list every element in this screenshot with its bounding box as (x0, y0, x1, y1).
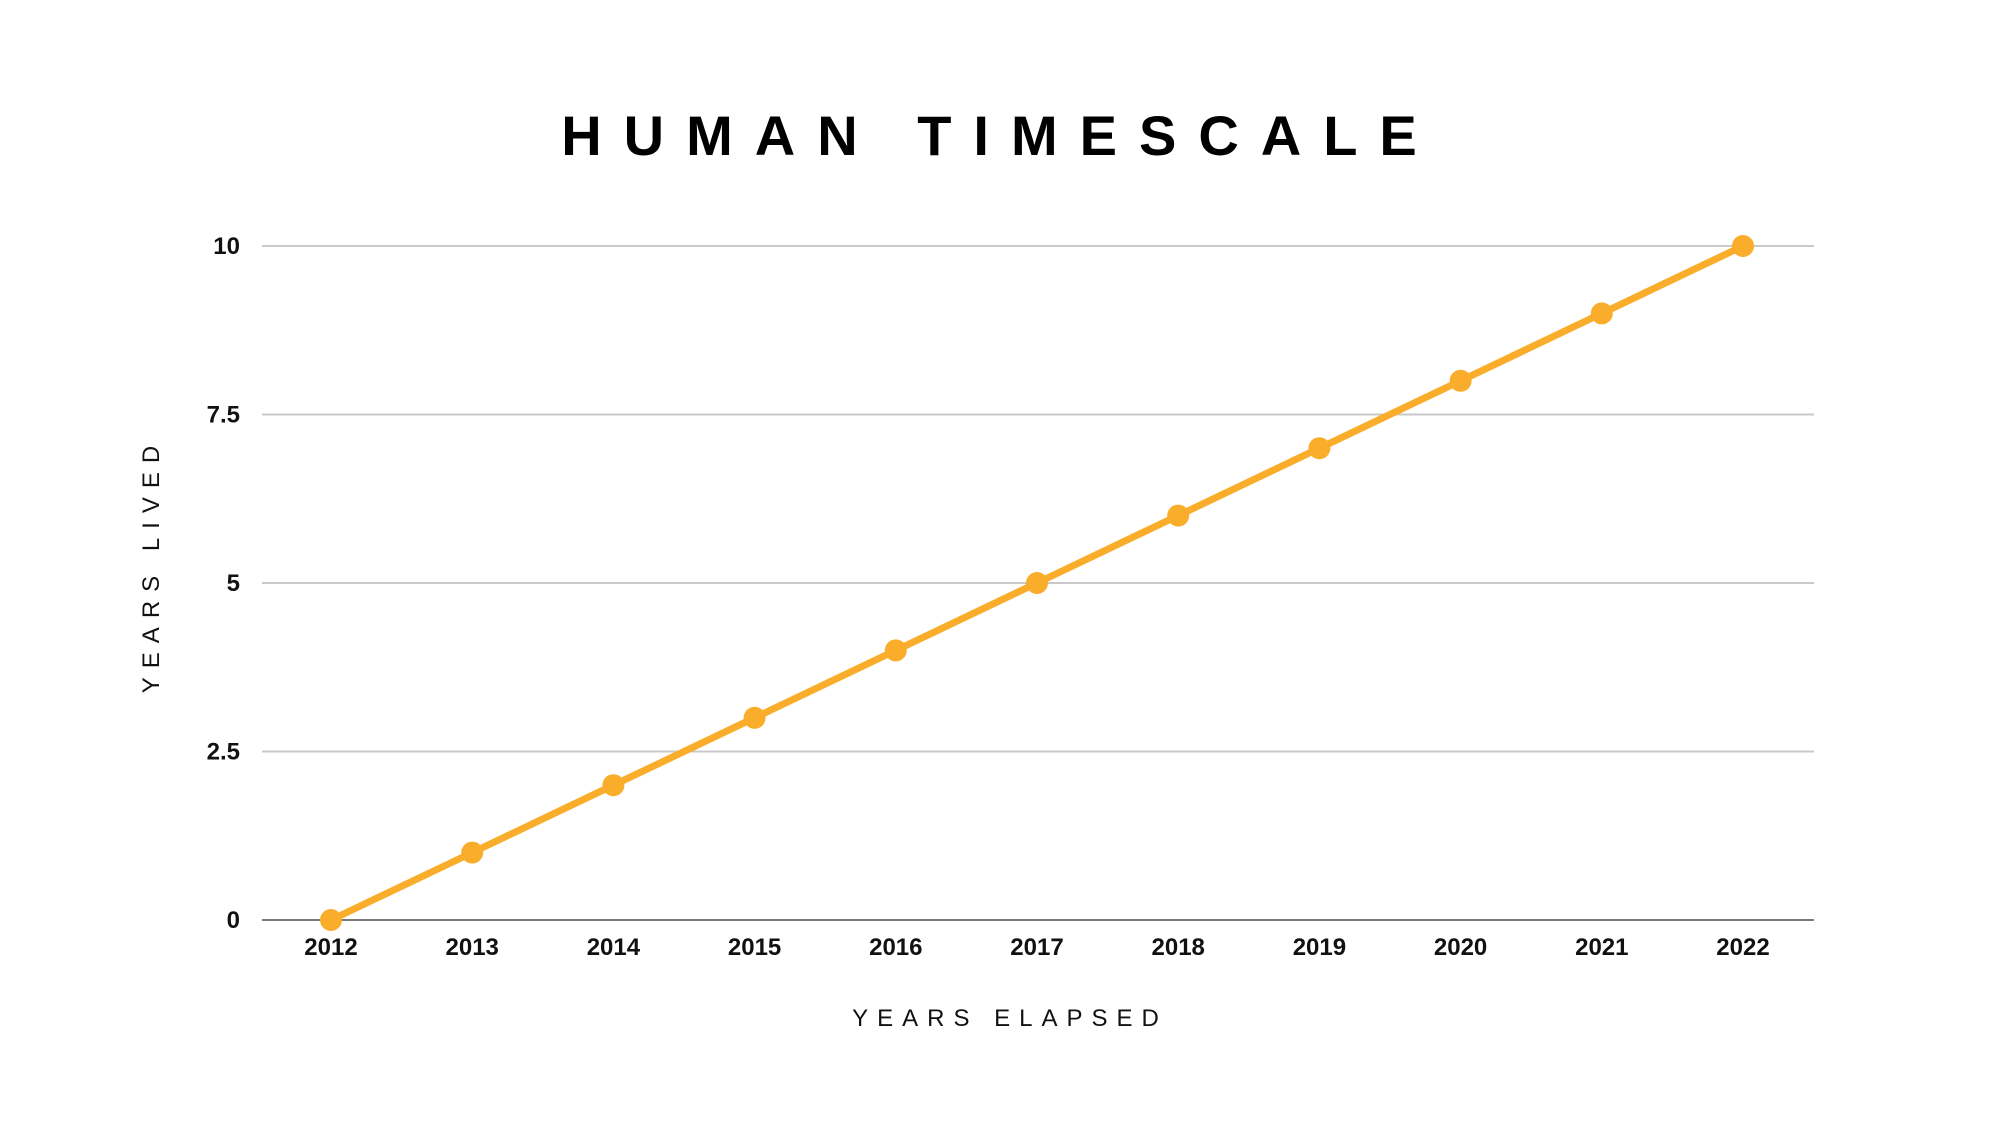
data-point (884, 639, 907, 662)
x-axis-ticks: 2012 2013 2014 2015 2016 2017 2018 2019 2020 2021… (304, 934, 1769, 961)
data-point (1308, 437, 1331, 460)
data-point (1167, 504, 1190, 527)
y-tick-label: 0 (227, 907, 240, 934)
x-tick-label: 2012 (304, 934, 357, 961)
gridlines (262, 245, 1814, 753)
y-tick-label: 2.5 (207, 739, 240, 766)
data-point (320, 909, 342, 931)
y-tick-label: 5 (227, 570, 240, 597)
chart-title: HUMAN TIMESCALE (561, 104, 1439, 167)
y-axis-ticks: 0 2.5 5 7.5 10 (207, 233, 240, 934)
y-axis-title: YEARS LIVED (138, 437, 165, 693)
x-axis-title: YEARS ELAPSED (852, 1005, 1168, 1032)
x-tick-label: 2014 (587, 934, 641, 961)
data-point (743, 706, 766, 729)
y-tick-label: 7.5 (207, 402, 240, 429)
data-point (461, 841, 484, 864)
x-tick-label: 2021 (1575, 934, 1628, 961)
x-tick-label: 2022 (1716, 934, 1769, 961)
x-tick-label: 2018 (1152, 934, 1205, 961)
data-point (1590, 302, 1613, 325)
x-tick-label: 2016 (869, 934, 922, 961)
x-tick-label: 2019 (1293, 934, 1346, 961)
series-line-group (320, 235, 1754, 931)
y-tick-label: 10 (213, 233, 240, 260)
x-tick-label: 2017 (1010, 934, 1063, 961)
x-tick-label: 2013 (446, 934, 499, 961)
data-point (1026, 572, 1048, 594)
data-point (1449, 369, 1472, 392)
data-point (602, 774, 625, 797)
x-tick-label: 2020 (1434, 934, 1487, 961)
data-point (1732, 235, 1754, 257)
x-tick-label: 2015 (728, 934, 781, 961)
